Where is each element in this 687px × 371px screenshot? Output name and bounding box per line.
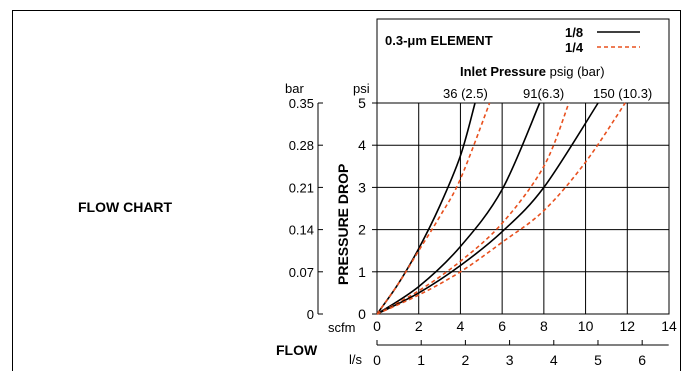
bar-tick-label: 0.07 [289,265,314,280]
series-line-1-8-0 [376,102,476,315]
scfm-tick-label: 14 [661,318,677,334]
bar-tick-label: 0.21 [289,180,314,195]
legend: 0.3-μm ELEMENT 1/8 1/4 [385,25,640,55]
psi-tick-label: 2 [358,222,366,238]
scfm-unit-label: scfm [328,320,355,335]
inlet-label-91: 91(6.3) [523,86,564,101]
scfm-tick-label: 6 [498,318,506,334]
scfm-tick-label: 2 [415,318,423,334]
inlet-label-150: 150 (10.3) [593,86,652,101]
curves [376,102,626,315]
series-line-1-4-1 [376,102,491,315]
x-axes: 0 2 4 6 8 10 12 140 1 2 3 4 5 6 [373,318,677,368]
chart-heading: FLOW CHART [78,199,173,215]
psi-tick-label: 4 [358,137,366,153]
scfm-tick-label: 10 [578,318,594,334]
chart-frame [12,10,681,371]
ls-tick-label: 3 [506,352,514,368]
ls-unit-label: l/s [349,352,363,367]
y-axis-title: PRESSURE DROP [335,164,351,285]
legend-label-1-4: 1/4 [565,40,584,55]
bar-tick-label: 0.35 [289,96,314,111]
ls-tick-label: 0 [373,352,381,368]
scfm-tick-label: 12 [619,318,635,334]
series-line-1-8-2 [376,102,541,315]
series-line-1-4-3 [376,102,570,315]
bar-tick-label: 0.14 [289,223,314,238]
x-axis-title: FLOW [276,342,318,358]
legend-label-1-8: 1/8 [565,25,583,40]
psi-tick-label: 3 [358,179,366,195]
ls-tick-label: 5 [594,352,602,368]
psi-tick-label: 1 [358,264,366,280]
bar-unit-label: bar [285,81,304,96]
inlet-label-36: 36 (2.5) [443,86,488,101]
inlet-pressure-title-bold: Inlet Pressure [460,64,546,79]
scfm-tick-label: 8 [540,318,548,334]
ls-tick-label: 2 [461,352,469,368]
scfm-tick-label: 0 [373,318,381,334]
ls-tick-label: 4 [550,352,558,368]
grid [376,102,670,315]
ls-tick-label: 1 [417,352,425,368]
series-line-1-8-4 [376,102,599,315]
inlet-pressure-title: Inlet Pressure psig (bar) [460,64,605,79]
psi-tick-label: 5 [358,95,366,111]
scfm-tick-label: 4 [457,318,465,334]
bar-tick-label: 0.28 [289,138,314,153]
psi-unit-label: psi [353,81,370,96]
legend-title: 0.3-μm ELEMENT [385,33,493,48]
y-axes: 0 1 2 3 4 5 0 0.07 0.14 0.21 0.28 0.35 [289,95,377,322]
psi-tick-label: 0 [358,306,366,322]
inlet-pressure-title-rest: psig (bar) [546,64,605,79]
bar-tick-label: 0 [307,307,314,322]
series-line-1-4-5 [376,102,626,315]
ls-tick-label: 6 [638,352,646,368]
